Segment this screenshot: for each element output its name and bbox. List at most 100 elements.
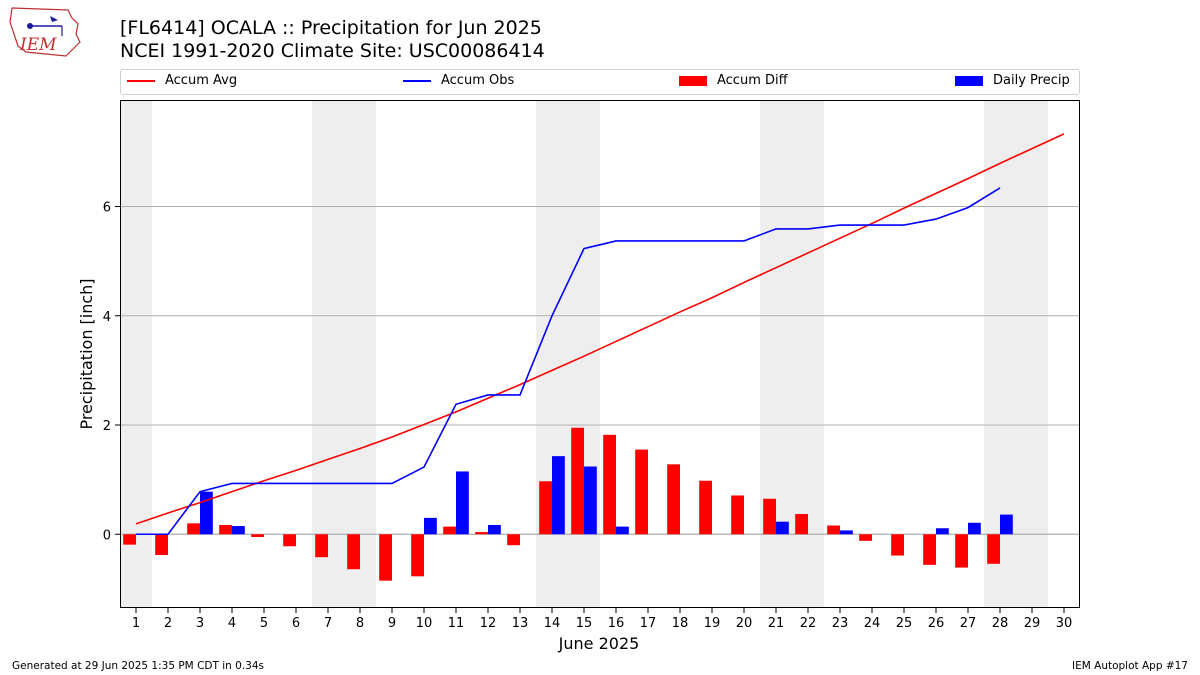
x-tick-label-9: 9 — [388, 616, 396, 631]
legend-item-accum-diff: Accum Diff — [679, 73, 788, 91]
chart-subtitle: NCEI 1991-2020 Climate Site: USC00086414 — [120, 40, 545, 62]
daily-precip-bar-day-27 — [968, 522, 981, 535]
accum-diff-bar-day-21 — [763, 498, 776, 535]
x-tick-label-4: 4 — [228, 616, 236, 631]
accum-diff-bar-day-13 — [507, 534, 520, 546]
x-tick-label-12: 12 — [480, 616, 497, 631]
x-tick-label-16: 16 — [608, 616, 625, 631]
daily-precip-bar-day-21 — [776, 521, 789, 535]
x-tick-label-7: 7 — [324, 616, 332, 631]
weekend-shade-5 — [984, 100, 1048, 608]
x-tick-label-29: 29 — [1024, 616, 1041, 631]
x-tick-label-8: 8 — [356, 616, 364, 631]
x-tick-label-18: 18 — [672, 616, 689, 631]
daily-precip-bar-day-11 — [456, 471, 469, 535]
accum-diff-bar-day-10 — [411, 534, 424, 577]
x-tick-label-25: 25 — [896, 616, 913, 631]
accum-diff-bar-day-28 — [987, 534, 1000, 564]
x-tick-label-15: 15 — [576, 616, 593, 631]
x-tick-label-1: 1 — [132, 616, 140, 631]
x-tick-label-14: 14 — [544, 616, 561, 631]
legend-label-accum-avg: Accum Avg — [165, 73, 238, 88]
accum-diff-bar-day-24 — [859, 534, 872, 541]
x-tick-label-28: 28 — [992, 616, 1009, 631]
footer-app-text: IEM Autoplot App #17 — [1072, 660, 1188, 672]
x-tick-label-26: 26 — [928, 616, 945, 631]
y-tick-label-6: 6 — [103, 201, 111, 216]
x-tick-label-5: 5 — [260, 616, 268, 631]
daily-precip-bar-day-4 — [232, 526, 245, 535]
accum-avg-line — [135, 133, 1065, 525]
legend-item-accum-obs: Accum Obs — [403, 73, 514, 91]
x-tick-label-23: 23 — [832, 616, 849, 631]
x-tick-label-13: 13 — [512, 616, 529, 631]
legend-swatch-accum-diff — [679, 75, 707, 86]
accum-diff-bar-day-19 — [699, 480, 712, 535]
x-tick-label-11: 11 — [448, 616, 465, 631]
x-tick-label-3: 3 — [196, 616, 204, 631]
logo-text: IEM — [19, 35, 57, 55]
weekend-shade-2 — [312, 100, 376, 608]
x-tick-label-21: 21 — [768, 616, 785, 631]
iem-logo: IEM — [9, 7, 81, 57]
x-tick-label-19: 19 — [704, 616, 721, 631]
x-tick-label-6: 6 — [292, 616, 300, 631]
daily-precip-bar-day-16 — [616, 526, 629, 535]
accum-diff-bar-day-3 — [187, 523, 200, 535]
accum-diff-bar-day-1 — [123, 534, 136, 545]
legend-label-accum-obs: Accum Obs — [441, 73, 515, 88]
y-axis: 0 2 4 6 — [103, 201, 120, 543]
x-tick-label-30: 30 — [1056, 616, 1073, 631]
legend-label-accum-diff: Accum Diff — [717, 73, 788, 88]
accum-diff-bar-day-27 — [955, 534, 968, 568]
daily-precip-bar-day-28 — [1000, 514, 1013, 535]
accum-diff-bar-day-20 — [731, 495, 744, 535]
lines — [135, 133, 1065, 536]
accum-diff-bar-day-16 — [603, 434, 616, 535]
accum-diff-bar-day-12 — [475, 532, 488, 535]
accum-diff-bar-day-9 — [379, 534, 392, 581]
y-tick-label-0: 0 — [103, 528, 111, 543]
y-gridlines — [120, 206, 1080, 535]
accum-diff-bar-day-26 — [923, 534, 936, 565]
accum-diff-bar-day-22 — [795, 514, 808, 535]
x-tick-label-22: 22 — [800, 616, 817, 631]
legend-swatch-accum-obs — [403, 79, 431, 82]
accum-diff-bar-day-23 — [827, 525, 840, 535]
x-tick-label-24: 24 — [864, 616, 881, 631]
y-axis-label: Precipitation [inch] — [77, 278, 96, 429]
x-tick-label-10: 10 — [416, 616, 433, 631]
x-tick-label-2: 2 — [164, 616, 172, 631]
accum-diff-bar-day-18 — [667, 464, 680, 535]
daily-precip-bar-day-15 — [584, 466, 597, 535]
accum-diff-bar-day-6 — [283, 534, 296, 547]
legend-label-daily-precip: Daily Precip — [993, 73, 1070, 88]
y-tick-label-2: 2 — [103, 419, 111, 434]
legend: Accum Avg Accum Obs Accum Diff Daily Pre… — [120, 69, 1080, 95]
daily-precip-bar-day-10 — [424, 517, 437, 535]
accum-diff-bar-day-2 — [155, 534, 168, 556]
accum-diff-bar-day-5 — [251, 534, 264, 537]
daily-precip-bar-day-23 — [840, 530, 853, 535]
x-tick-label-27: 27 — [960, 616, 977, 631]
accum-obs-line — [136, 187, 1001, 536]
y-tick-label-4: 4 — [103, 310, 111, 325]
daily-precip-bar-day-12 — [488, 524, 501, 535]
accum-diff-bar-day-8 — [347, 534, 360, 570]
plot-frame — [120, 100, 1080, 608]
x-axis: 1 2 3 4 5 6 7 8 9 10 11 12 13 14 15 16 17 18 19 20 21 22 23 24 2… — [132, 608, 1072, 631]
accum-diff-bar-day-15 — [571, 427, 584, 535]
x-tick-label-20: 20 — [736, 616, 753, 631]
chart-title: [FL6414] OCALA :: Precipitation for Jun … — [120, 17, 542, 39]
daily-precip-bar-day-26 — [936, 528, 949, 535]
legend-swatch-daily-precip — [955, 75, 983, 86]
footer-generated-text: Generated at 29 Jun 2025 1:35 PM CDT in … — [12, 660, 265, 672]
bars — [123, 427, 1013, 581]
daily-precip-bar-day-14 — [552, 456, 565, 535]
x-tick-label-17: 17 — [640, 616, 657, 631]
accum-diff-bar-day-4 — [219, 524, 232, 535]
legend-item-daily-precip: Daily Precip — [955, 73, 1070, 91]
legend-swatch-accum-avg — [127, 79, 155, 82]
accum-diff-bar-day-14 — [539, 481, 552, 535]
